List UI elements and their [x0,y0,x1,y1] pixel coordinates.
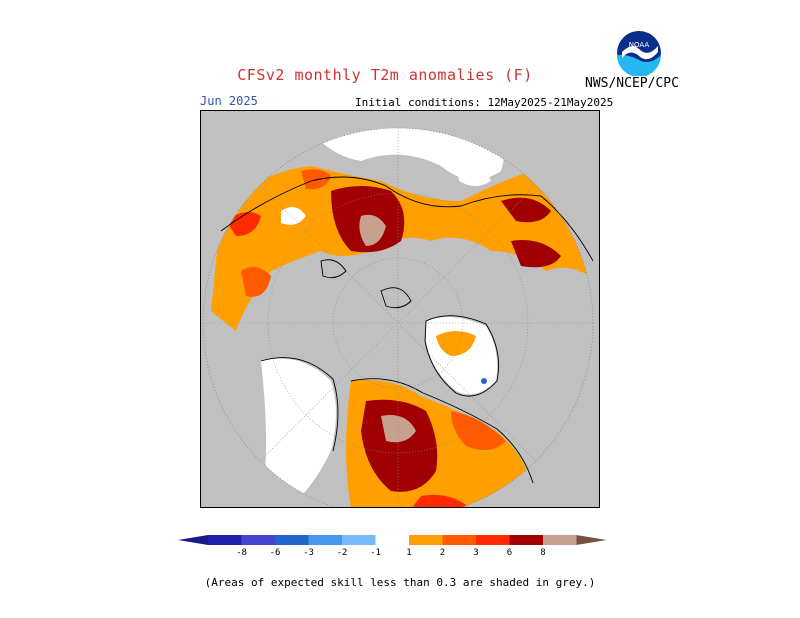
colorbar-arrow-high [576,535,607,545]
europe-warm-3-6F-b [511,240,561,268]
skill-note: (Areas of expected skill less than 0.3 a… [204,576,596,589]
colorbar-swatch [509,535,543,545]
colorbar-tick-label: 2 [440,548,445,558]
colorbar-arrow-low [178,535,208,545]
colorbar-tick-label: -1 [370,548,381,558]
eurasia-warm-1-2F [211,166,593,331]
initial-conditions: Initial conditions: 12May2025-21May2025 [355,96,614,109]
colorbar-swatch [342,535,376,545]
greenland-warm [436,331,476,356]
canada-warm-6-8F [381,415,416,443]
colorbar-tick-label: -8 [236,548,247,558]
noaa-logo-icon: NOAA [617,31,661,76]
usa-warm-2-3F [411,494,471,507]
kamchatka-warm [241,267,271,297]
far-east-warm-2-3F [226,212,261,236]
colorbar-tick-label: -6 [270,548,281,558]
neutral-patch-2 [456,160,491,186]
noaa-logo-text: NOAA [629,41,650,49]
colorbar-swatch [442,535,476,545]
colorbar-tick-label: -2 [337,548,348,558]
colorbar-tick-label: 8 [540,548,545,558]
siberia-warm-2-3F [301,169,331,190]
colorbar-swatches [178,535,607,545]
coastlines [220,176,594,484]
colorbar-tick-label: -3 [303,548,314,558]
colorbar-swatch [375,535,409,545]
colorbar-swatch [476,535,510,545]
europe-warm-3-6F [501,197,551,223]
labrador-warm-2-3F [451,411,506,450]
colorbar-tick-label: 6 [507,548,512,558]
map-outer-circle [202,127,594,507]
forecast-month: Jun 2025 [200,94,258,108]
alaska-neutral [261,358,336,507]
colorbar-swatch [275,535,309,545]
chart-title: CFSv2 monthly T2m anomalies (F) [237,66,533,84]
colorbar-tick-label: 1 [406,548,411,558]
polar-stereographic-map [201,111,599,507]
chukotka-warm [261,230,296,271]
greenland-cool-dot [481,378,487,384]
colorbar-swatch [409,535,443,545]
colorbar-labels: -8 -6 -3 -2 -1 1 2 3 6 8 [236,548,546,558]
colorbar-legend: -8 -6 -3 -2 -1 1 2 3 6 8 [178,535,607,558]
neutral-patch-1 [281,207,306,225]
canada-warm-3-6F [361,399,438,492]
graticule [203,128,593,507]
siberia-warm-6-8F [359,214,386,246]
colorbar-swatch [308,535,342,545]
colorbar-swatch [241,535,275,545]
colorbar-swatch [208,535,242,545]
colorbar-tick-label: 3 [473,548,478,558]
map-panel [200,110,600,508]
colorbar-swatch [543,535,577,545]
organization-label: NWS/NCEP/CPC [585,76,679,91]
